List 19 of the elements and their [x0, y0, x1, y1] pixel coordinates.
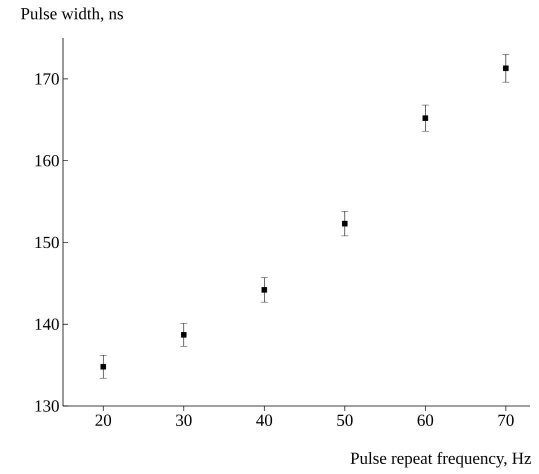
point [262, 287, 268, 293]
y-tick-label: 160 [36, 154, 59, 166]
x-tick-label: 30 [176, 414, 192, 426]
x-tick-label: 60 [418, 414, 434, 426]
x-tick-label: 40 [256, 414, 272, 426]
x-tick-label: 70 [498, 414, 514, 426]
point [422, 115, 428, 121]
x-tick-label: 20 [96, 414, 112, 426]
x-tick-label: 50 [337, 414, 353, 426]
point [342, 220, 348, 226]
y-tick-label: 140 [36, 318, 59, 330]
y-tick-label: 130 [36, 400, 59, 412]
y-tick-label: 150 [36, 236, 59, 248]
point [503, 65, 509, 72]
point [100, 364, 106, 370]
y-tick-label: 170 [36, 73, 59, 85]
y-axis-title: Pulse width, ns [21, 8, 123, 22]
point [180, 332, 187, 338]
x-axis-title: Pulse repeat frequency, Hz [350, 452, 532, 468]
